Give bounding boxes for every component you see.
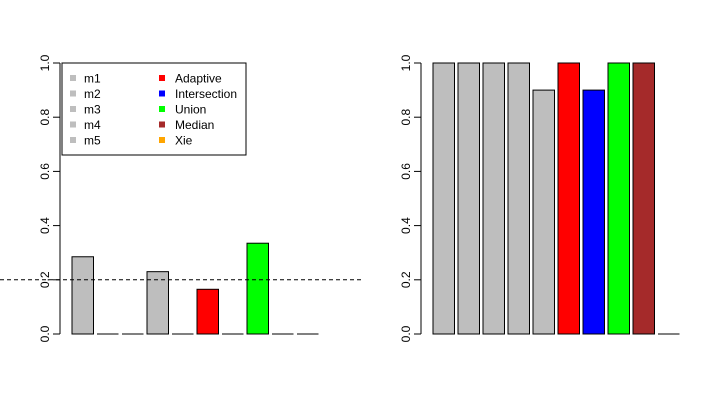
- bar-m4: [146, 271, 169, 335]
- bar-union: [246, 242, 269, 335]
- y-tick-label: 1.0: [399, 54, 413, 71]
- y-tick-label: 0.0: [399, 325, 413, 342]
- y-tick-label: 0.0: [38, 325, 52, 342]
- legend-box: [61, 62, 247, 156]
- legend-label-adaptive: Adaptive: [175, 72, 222, 86]
- bar-m4: [507, 62, 530, 335]
- y-tick-label: 0.4: [38, 217, 52, 234]
- bar-m3: [482, 62, 505, 335]
- legend-label-m2: m2: [84, 87, 101, 101]
- legend-label-m4: m4: [84, 118, 101, 132]
- legend-label-m1: m1: [84, 72, 101, 86]
- legend-label-xie: Xie: [175, 134, 193, 148]
- y-tick-label: 0.8: [38, 109, 52, 126]
- bar-m5: [532, 89, 555, 335]
- bar-adaptive: [196, 288, 219, 335]
- bar-median: [632, 62, 655, 335]
- legend-label-union: Union: [175, 103, 206, 117]
- legend-swatch-adaptive: [159, 75, 165, 81]
- legend-swatch-m4: [70, 121, 76, 128]
- bar-m2: [457, 62, 480, 335]
- legend-label-m5: m5: [84, 134, 101, 148]
- legend-label-m3: m3: [84, 103, 101, 117]
- bar-intersection: [582, 89, 605, 335]
- y-tick-label: 0.2: [399, 271, 413, 288]
- legend-label-intersection: Intersection: [175, 87, 237, 101]
- y-tick-label: 0.4: [399, 217, 413, 234]
- bar-m1: [71, 256, 94, 335]
- legend-swatch-median: [159, 121, 165, 128]
- legend-swatch-m2: [70, 90, 76, 97]
- legend-swatch-intersection: [159, 90, 165, 97]
- bar-union: [607, 62, 630, 335]
- y-tick-label: 0.6: [399, 163, 413, 180]
- y-tick-label: 0.8: [399, 109, 413, 126]
- legend-swatch-m5: [70, 137, 76, 143]
- bar-m1: [432, 62, 455, 335]
- y-tick-label: 0.6: [38, 163, 52, 180]
- legend-swatch-m1: [70, 75, 76, 81]
- legend-label-median: Median: [175, 118, 214, 132]
- legend-swatch-xie: [159, 137, 165, 143]
- right-bar-chart: 0.0 0.2 0.4 0.6 0.8 1.0: [399, 54, 680, 342]
- y-tick-label: 1.0: [38, 54, 52, 71]
- legend-swatch-union: [159, 106, 165, 112]
- legend-swatch-m3: [70, 106, 76, 112]
- bar-adaptive: [557, 62, 580, 335]
- left-bar-chart: 0.00.20.40.60.81.0m1m2m3m4m5AdaptiveInte…: [0, 54, 362, 342]
